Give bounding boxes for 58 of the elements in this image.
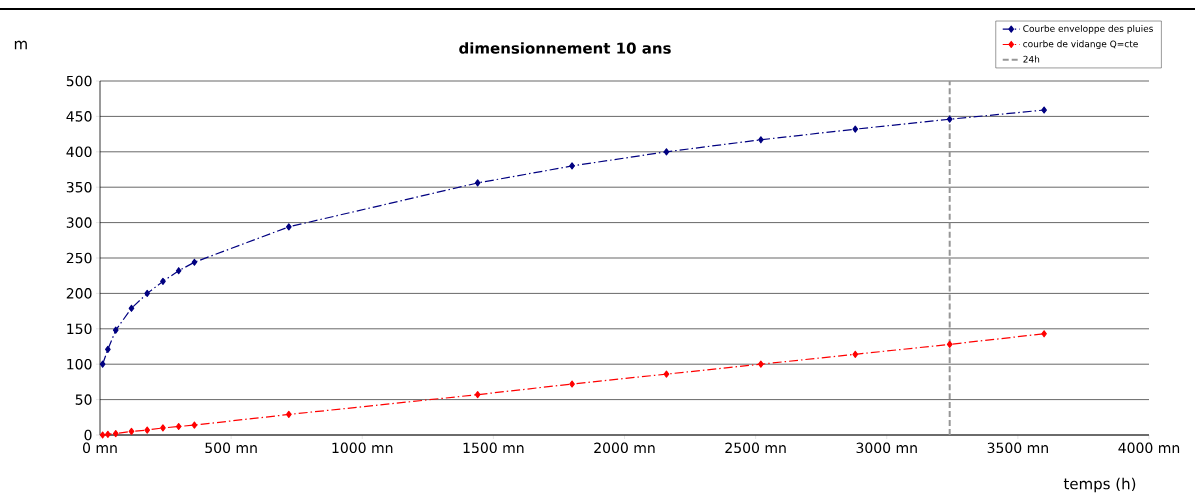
point	[160, 277, 166, 285]
point	[144, 426, 151, 434]
point	[99, 431, 106, 439]
point	[112, 326, 119, 334]
point	[191, 258, 198, 266]
point	[946, 115, 953, 123]
y-tick-label: 350	[66, 181, 92, 193]
x-tick-label: 1500 mn	[463, 442, 524, 454]
legend-label: 24h	[1023, 55, 1040, 63]
point	[105, 430, 111, 438]
x-tick-label: 4000 mn	[1118, 442, 1180, 454]
point	[758, 136, 764, 144]
point	[285, 410, 292, 419]
x-tick-label: 3000 mn	[856, 442, 917, 454]
y-tick-label: 100	[67, 358, 92, 370]
point	[474, 179, 481, 187]
point	[569, 380, 575, 388]
x-tick-label: 2500 mn	[725, 442, 786, 454]
point	[105, 345, 111, 353]
point	[175, 267, 182, 275]
point	[128, 427, 135, 436]
point	[758, 360, 764, 368]
legend-label: Courbe enveloppe des pluies	[1023, 25, 1153, 34]
point	[191, 421, 198, 429]
point	[99, 360, 106, 368]
y-tick-label: 250	[66, 252, 92, 264]
point	[285, 223, 292, 231]
point	[569, 162, 575, 170]
x-tick-label: 3500 mn	[987, 442, 1048, 454]
point	[144, 289, 151, 297]
point	[946, 340, 953, 348]
point	[112, 429, 119, 438]
y-tick-label: 300	[66, 217, 92, 228]
point	[663, 370, 670, 378]
y-tick-label: 500	[66, 75, 92, 87]
y-tick-label: 450	[66, 111, 92, 122]
x-tick-label: 500 mn	[205, 442, 257, 454]
point	[1041, 106, 1047, 114]
chart-title: dimensionnement 10 ans	[459, 42, 671, 54]
point	[175, 422, 182, 431]
point	[1041, 330, 1047, 338]
x-axis-title: temps (h)	[1063, 477, 1136, 493]
y-tick-label: 150	[67, 323, 92, 335]
point	[663, 148, 670, 156]
x-tick-label: 1000 mn	[332, 442, 393, 454]
x-tick-label: 2000 mn	[594, 442, 655, 454]
y-tick-label: 50	[75, 394, 92, 405]
y-tick-label: 200	[66, 288, 92, 299]
point	[852, 125, 859, 133]
y-tick-label: 0	[84, 429, 92, 441]
point	[128, 304, 135, 312]
legend-label: courbe de vidange Q=cte	[1023, 40, 1138, 50]
point	[474, 391, 481, 399]
point	[852, 350, 859, 358]
y-axis-title: m	[14, 40, 27, 50]
x-tick-label: 0 mn	[82, 442, 117, 454]
point	[160, 424, 166, 432]
y-tick-label: 400	[66, 146, 92, 158]
